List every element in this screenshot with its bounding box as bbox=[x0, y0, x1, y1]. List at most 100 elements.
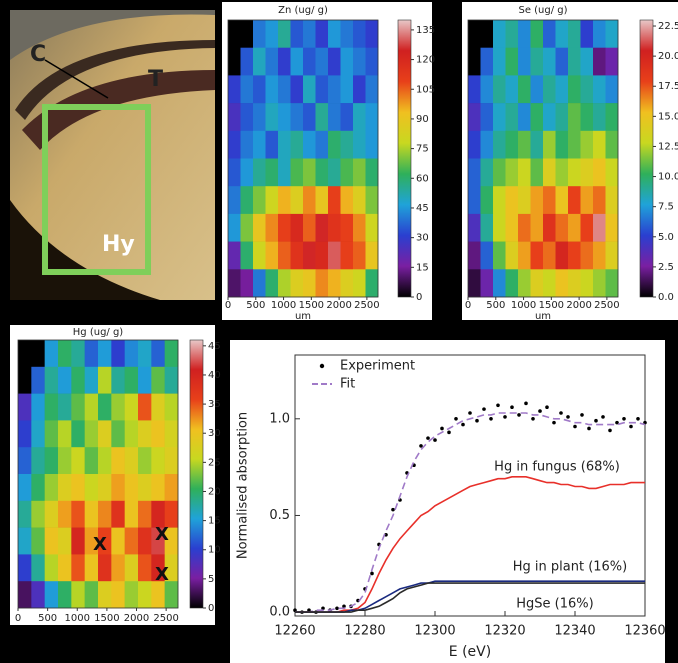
heat-cell bbox=[340, 186, 354, 215]
heat-cell bbox=[555, 103, 569, 132]
heat-cell bbox=[580, 103, 594, 132]
heat-cell bbox=[290, 47, 304, 76]
colorbar-tick-label: 45 bbox=[416, 203, 429, 214]
heat-cell bbox=[71, 474, 85, 502]
data-point bbox=[461, 422, 465, 427]
heat-cell bbox=[605, 20, 619, 48]
data-point bbox=[531, 417, 535, 421]
heat-cell bbox=[18, 447, 32, 475]
legend-marker bbox=[319, 363, 325, 369]
x-tick-label: 2500 bbox=[153, 613, 178, 624]
heat-cell bbox=[505, 158, 519, 187]
heat-cell bbox=[593, 75, 606, 104]
chart: 0 500 1000 1500 2000 2500 Hg (ug/ g) 0 5 10 15 20 25… bbox=[10, 325, 221, 625]
data-point bbox=[433, 438, 437, 442]
heat-cell bbox=[353, 158, 366, 187]
heat-cell bbox=[568, 269, 581, 298]
heat-cell bbox=[518, 130, 531, 159]
heat-cell bbox=[44, 581, 59, 609]
heat-cell bbox=[303, 75, 316, 104]
heat-cell bbox=[365, 47, 379, 76]
colorbar-tick-label: 10.0 bbox=[658, 172, 678, 183]
data-point bbox=[601, 415, 605, 419]
heat-cell bbox=[111, 393, 125, 421]
plot-frame bbox=[294, 354, 646, 617]
heat-cell bbox=[555, 186, 569, 215]
heat-cell bbox=[593, 158, 606, 187]
heat-cell bbox=[303, 20, 316, 48]
heat-cell bbox=[593, 103, 606, 132]
heat-cell bbox=[164, 500, 179, 528]
heat-cell bbox=[328, 47, 341, 76]
heat-cell bbox=[555, 130, 569, 159]
heat-cell bbox=[530, 103, 544, 132]
y-tick-label: 1.0 bbox=[269, 411, 290, 426]
colorbar-tick-label: 15 bbox=[416, 262, 429, 273]
heat-cell bbox=[340, 47, 354, 76]
heat-cell bbox=[58, 340, 72, 368]
heat-cell bbox=[58, 500, 72, 528]
heat-cell bbox=[340, 158, 354, 187]
heat-cell bbox=[605, 269, 619, 298]
data-point bbox=[524, 401, 528, 406]
heat-cell bbox=[315, 75, 329, 104]
heat-cell bbox=[365, 241, 379, 270]
heat-cell bbox=[240, 47, 254, 76]
heat-cell bbox=[580, 241, 594, 270]
x-tick-label: 12300 bbox=[414, 624, 455, 639]
heat-cell bbox=[240, 269, 254, 298]
heat-cell bbox=[138, 340, 152, 368]
heat-cell bbox=[228, 75, 241, 104]
heat-cell bbox=[605, 158, 619, 187]
heat-cell bbox=[71, 500, 85, 528]
heat-cell bbox=[265, 158, 279, 187]
heat-cell bbox=[151, 447, 165, 475]
heat-cell bbox=[365, 158, 379, 187]
colorbar-tick-label: 30 bbox=[416, 233, 429, 244]
heat-cell bbox=[84, 554, 99, 582]
heat-cell bbox=[31, 527, 45, 555]
heat-cell bbox=[568, 186, 581, 215]
series-label: Hg in fungus (68%) bbox=[494, 460, 620, 475]
x-tick-label: 1000 bbox=[511, 300, 536, 311]
heat-cell bbox=[303, 269, 316, 298]
heat-cell bbox=[518, 103, 531, 132]
heat-cell bbox=[31, 447, 45, 475]
heat-cell bbox=[480, 241, 494, 270]
colorbar-tick-label: 25 bbox=[208, 457, 221, 468]
x-tick-label: 0 bbox=[15, 613, 21, 624]
heat-cell bbox=[138, 581, 152, 609]
heat-cell bbox=[31, 554, 45, 582]
heat-cell bbox=[278, 241, 291, 270]
heat-cell bbox=[468, 269, 481, 298]
pointer bbox=[44, 59, 109, 99]
heat-cell bbox=[111, 366, 125, 394]
heat-cell bbox=[278, 103, 291, 132]
heat-cell bbox=[530, 20, 544, 48]
heat-cell bbox=[98, 447, 112, 475]
x-tick-label: 12360 bbox=[624, 624, 665, 639]
heat-cell bbox=[568, 103, 581, 132]
heat-cell bbox=[265, 241, 279, 270]
heat-cell bbox=[164, 474, 179, 502]
plot-frame bbox=[227, 19, 379, 298]
heat-cell bbox=[580, 269, 594, 298]
heat-cell bbox=[71, 447, 85, 475]
heat-cell bbox=[353, 241, 366, 270]
heat-cell bbox=[84, 474, 99, 502]
data-point bbox=[545, 405, 549, 410]
heat-cell bbox=[605, 47, 619, 76]
heat-cell bbox=[71, 527, 85, 555]
heat-cell bbox=[253, 186, 266, 215]
heat-cell bbox=[58, 420, 72, 448]
heat-cell bbox=[138, 500, 152, 528]
heat-cell bbox=[290, 241, 304, 270]
heat-cell bbox=[593, 186, 606, 215]
chart: 0 500 1000 1500 2000 2500 um Zn (ug/ g) 0 15 30 45 6… bbox=[222, 2, 435, 322]
heat-cell bbox=[98, 474, 112, 502]
heat-cell bbox=[480, 186, 494, 215]
heat-cell bbox=[543, 186, 556, 215]
heat-cell bbox=[278, 158, 291, 187]
x-tick-label: 2500 bbox=[354, 300, 379, 311]
heat-cell bbox=[18, 393, 32, 421]
